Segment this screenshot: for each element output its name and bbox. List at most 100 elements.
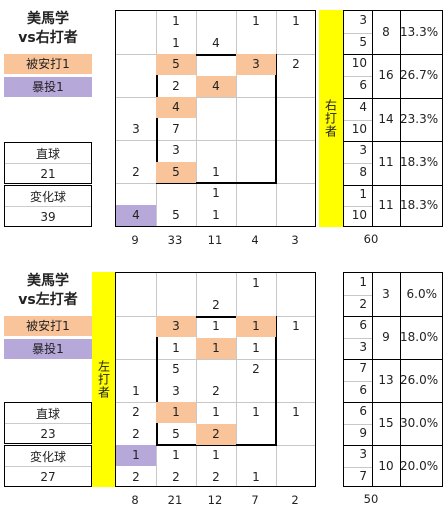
bottom-row-3-lower: 9 [359,425,367,440]
bottom-cell-r8-c0: 1 [116,445,156,466]
bottom-cell-r0-c4 [276,273,315,294]
top-cell-r1-c1: 1 [172,35,180,50]
bottom-cell-r4-c2 [196,359,236,380]
bottom-cell-r7-c2: 2 [196,423,236,445]
top-cell-r2-c4: 2 [292,57,300,71]
bottom-cell-r4-c4 [276,359,315,380]
bottom-cell-r2-c3: 1 [236,316,276,337]
bottom-col-total-1: 21 [167,493,183,507]
bottom-row-2-pct: 26.0% [400,372,439,387]
bottom-cell-r1-c1 [156,295,196,316]
bottom-cell-r1-c0 [116,295,156,316]
top-side-label: 右打者 [323,99,338,138]
top-cell-r3-c0 [116,76,156,97]
bottom-cell-r1-c3 [236,295,276,316]
top-cell-r5-c0: 3 [132,121,140,136]
bottom-cell-r9-c1: 2 [172,469,180,484]
bottom-breaking-box: 変化球 27 [4,445,92,487]
top-cell-r7-c2: 1 [212,164,220,179]
bottom-row-4-lower: 7 [359,468,367,483]
top-row-2-upper: 4 [359,99,367,114]
bottom-cell-r6-c2: 1 [212,405,220,419]
bottom-row-3-total: 15 [378,415,394,430]
bottom-cell-r3-c1: 1 [172,340,180,355]
bottom-cell-r2-c4: 1 [292,319,300,333]
top-cell-r8-c2: 1 [212,186,220,200]
top-cell-r1-c0 [116,33,156,54]
bottom-title-vs: vs左打者 [18,292,78,308]
top-col-total-0: 9 [131,233,139,247]
top-cell-r6-c1: 3 [172,143,180,157]
top-title-vs: vs右打者 [18,30,78,46]
bottom-cell-r5-c1: 3 [172,383,180,398]
bottom-cell-r7-c4 [276,424,315,445]
bottom-row-1-upper: 6 [359,318,367,332]
top-row-3-total: 11 [378,154,394,169]
top-cell-r5-c2 [196,119,236,140]
top-cell-r2-c0 [116,54,156,75]
top-row-3-pct: 18.3% [400,154,439,169]
top-cell-r0-c2 [196,11,236,32]
top-row-0-lower: 5 [359,34,367,49]
bottom-row-4-upper: 3 [359,447,367,461]
bottom-row-summary: 1 2 3 6.0% 6 3 9 18.0% 7 6 13 26.0% 6 9 15 30.0% 3 7 10 20.… [343,272,443,487]
bottom-cell-r2-c1: 3 [156,316,196,337]
bottom-cell-r7-c3 [236,424,276,445]
top-row-2-pct: 23.3% [400,111,439,126]
bottom-row-2-upper: 7 [359,361,367,375]
bottom-col-total-3: 7 [251,493,259,507]
bottom-row-1-pct: 18.0% [400,329,439,344]
bottom-title: 美馬学 vs左打者 [4,272,92,310]
top-cell-r0-c1: 1 [172,14,180,28]
bottom-row-3-upper: 6 [359,404,367,418]
top-cell-r8-c1 [156,183,196,204]
bottom-cell-r0-c2 [196,273,236,294]
bottom-cell-r7-c1: 5 [172,426,180,441]
top-cell-r4-c3 [236,97,276,118]
top-row-4-lower: 10 [351,208,367,223]
top-cell-r8-c3 [236,183,276,204]
bottom-cell-r9-c0: 2 [132,469,140,484]
bottom-row-0-upper: 1 [359,275,367,289]
top-cell-r1-c2: 4 [212,35,220,50]
top-cell-r7-c4 [276,162,315,183]
top-col-total-1: 33 [167,233,183,247]
top-cell-r9-c1: 5 [172,207,180,222]
bottom-strike-zone [156,316,277,446]
bottom-side-label: 左打者 [96,360,111,399]
top-row-4-upper: 1 [359,186,367,201]
top-fastball-box: 直球 21 [4,142,92,184]
bottom-col-total-4: 2 [291,493,299,507]
top-cell-r4-c1: 4 [156,97,196,118]
bottom-fastball-label: 直球 [35,406,60,421]
top-fastball-count: 21 [5,163,91,184]
bottom-cell-r3-c2: 1 [196,337,236,359]
top-row-3-upper: 3 [359,143,367,158]
top-cell-r3-c2: 4 [196,75,236,97]
bottom-row-0-lower: 2 [359,296,367,311]
bottom-side-bar: 左打者 [92,272,116,487]
top-cell-r6-c2 [196,140,236,161]
top-fastball-label: 直球 [35,146,60,161]
top-wild-legend: 暴投1 [4,77,92,97]
bottom-row-4-pct: 20.0% [400,458,439,473]
top-cell-r7-c0: 2 [132,164,140,179]
top-cell-r5-c1: 7 [172,121,180,136]
bottom-col-total-0: 8 [131,493,139,507]
bottom-cell-r5-c0: 1 [132,383,140,398]
top-row-4-total: 11 [378,198,394,213]
top-cell-r4-c0 [116,97,156,118]
bottom-cell-r4-c0 [116,359,156,380]
top-row-1-lower: 6 [359,78,367,93]
bottom-col-total-2: 12 [207,493,223,507]
bottom-cell-r1-c2: 2 [212,297,220,312]
bottom-cell-r5-c2: 2 [212,383,220,398]
bottom-breaking-count: 27 [5,466,91,487]
bottom-cell-r4-c3: 2 [252,362,260,376]
top-cell-r3-c1: 2 [172,78,180,93]
top-cell-r2-c2 [196,54,236,75]
top-row-4-pct: 18.3% [400,198,439,213]
